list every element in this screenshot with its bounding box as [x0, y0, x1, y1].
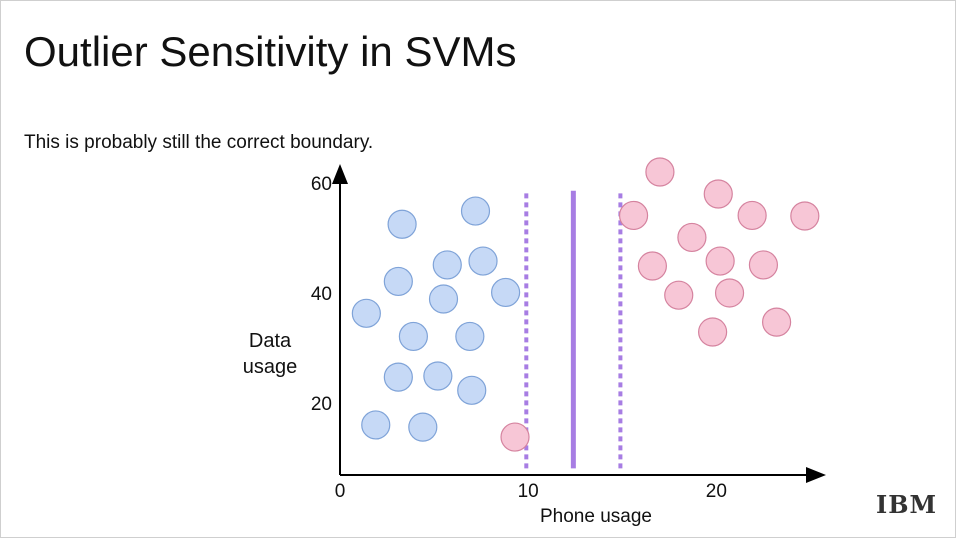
data-point [677, 222, 707, 253]
data-point [714, 278, 745, 308]
data-point [491, 277, 521, 308]
y-tick-label: 20 [311, 394, 332, 415]
data-point [361, 410, 391, 440]
data-point [637, 251, 667, 281]
data-point [460, 196, 491, 226]
data-point [703, 179, 733, 209]
y-tick-label: 40 [311, 284, 332, 305]
data-point [455, 321, 485, 352]
slide-subtitle: This is probably still the correct bound… [24, 132, 374, 153]
data-point [737, 200, 767, 231]
data-point [351, 298, 381, 328]
x-tick-label: 20 [706, 481, 727, 502]
y-axis-label: Data usage [242, 330, 298, 378]
data-point [387, 209, 417, 239]
slide-title: Outlier Sensitivity in SVMs [24, 28, 517, 75]
data-point [432, 250, 462, 280]
data-point [705, 246, 735, 276]
x-axis-label: Phone usage [540, 506, 652, 527]
data-point [761, 307, 792, 337]
data-point [423, 361, 453, 391]
data-point [698, 317, 728, 347]
data-point [618, 200, 649, 231]
data-point [645, 157, 675, 187]
data-point [398, 321, 428, 352]
data-point [408, 412, 438, 442]
logo: IBM [876, 490, 938, 519]
data-point [383, 266, 413, 297]
data-point [500, 422, 530, 452]
data-point [457, 375, 487, 405]
y-tick-label: 60 [311, 174, 332, 195]
x-tick-label: 0 [335, 481, 346, 502]
data-point [428, 284, 459, 314]
data-point [383, 362, 413, 392]
x-tick-label: 10 [518, 481, 539, 502]
data-point [790, 201, 820, 231]
data-point [468, 246, 498, 276]
data-point [748, 250, 779, 280]
data-point [664, 280, 694, 310]
